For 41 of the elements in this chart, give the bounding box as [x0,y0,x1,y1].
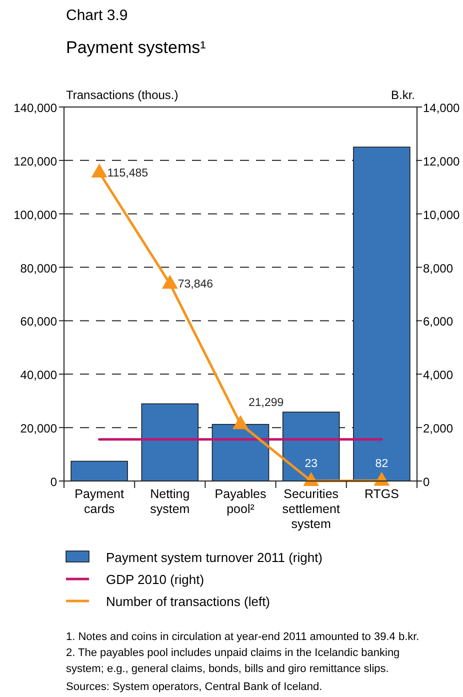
data-label: 21,299 [248,397,284,410]
legend-label: GDP 2010 (right) [106,572,204,587]
y-tick-label: 140,000 [14,101,58,115]
x-tick-label: Securities settlement system [282,487,340,531]
source-note: Sources: System operators, Central Bank of Iceland. [66,681,322,693]
legend-label: Number of transactions (left) [106,594,270,609]
y-tick-label: 20,000 [20,422,58,436]
point [303,472,320,486]
chart-title: Chart 3.9 [66,7,128,24]
data-label: 115,485 [107,167,148,180]
text: 1. Notes and coins in circulation at year-end 2011 amounted to 39.4 b.kr. [66,631,420,643]
y-tick-label: 0 [50,475,58,489]
y-tick-label: 40,000 [20,368,58,382]
y2-tick-label: 4,000 [423,368,454,382]
y2-tick-label: 0 [423,475,430,489]
y-axis-title: Transactions (thous.) [66,88,178,102]
y2-tick-label: 10,000 [423,208,460,222]
y2-tick-label: 2,000 [423,422,454,436]
y-tick-label: 80,000 [20,261,58,276]
x-tick-label: Payment cards [74,487,124,516]
text: 2. The payables pool includes unpaid claims in the Icelandic banking system; e.g., general claims, bonds, bills and giro remittance slips. [66,647,400,675]
data-label: 73,846 [178,278,214,291]
y2-tick-label: 12,000 [423,154,460,168]
point [91,163,108,178]
y2-tick-label: 8,000 [423,261,454,276]
legend-label: Payment system turnover 2011 (right) [106,550,323,565]
chart-subtitle: Payment systems¹ [66,38,206,57]
point [232,415,248,430]
x-tick-label: Payables pool² [214,487,266,516]
x-tick-label: RTGS [364,487,399,501]
point [374,472,390,486]
y2-axis-title: B.kr. [390,88,415,102]
y2-tick-label: 6,000 [423,314,454,329]
y-tick-label: 120,000 [14,154,58,168]
data-label: 23 [304,458,318,470]
y-tick-label: 60,000 [20,314,58,329]
point [162,274,178,289]
y2-tick-label: 14,000 [423,101,460,115]
data-label: 82 [375,458,388,470]
y-tick-label: 100,000 [14,208,58,222]
x-tick-label: Netting system [150,487,190,516]
